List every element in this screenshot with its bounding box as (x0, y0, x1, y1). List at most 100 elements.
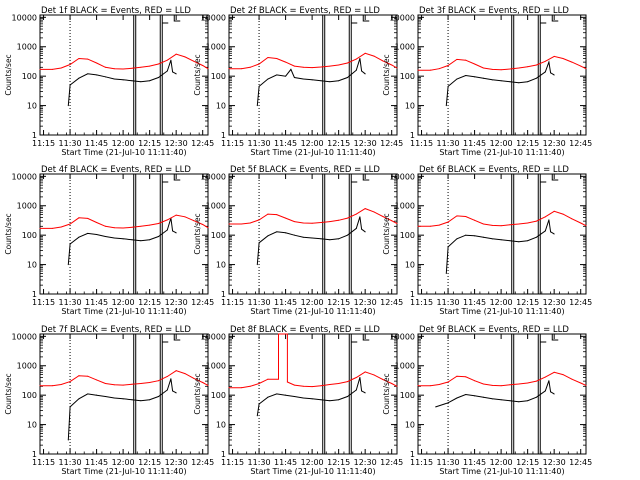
x-tick-label: 12:00 (112, 298, 135, 307)
data-point (140, 400, 142, 402)
x-tick-label: 11:30 (248, 298, 271, 307)
data-point (382, 60, 384, 62)
y-tick-label: 10000 (390, 332, 415, 341)
x-tick-label: 12:30 (543, 458, 566, 467)
detector-panel-6: Det 6f BLACK = Events, RED = LLD 1 10 100 10… (382, 165, 592, 316)
data-point (527, 222, 529, 224)
data-point (166, 389, 168, 391)
panel-title: Det 6f BLACK = Events, RED = LLD (419, 165, 569, 175)
x-axis-label: Start Time (21-Jul-10 11:11:40) (61, 307, 186, 316)
y-tick-label: 1 (221, 131, 226, 140)
y-tick-label: 1 (410, 450, 415, 459)
data-point (550, 231, 552, 233)
y-axis: 1 10 100 1000 10000 (201, 13, 397, 140)
data-point (140, 66, 142, 68)
data-point (329, 221, 331, 223)
data-point (553, 210, 555, 212)
data-point (122, 68, 124, 70)
data-point (157, 222, 159, 224)
data-point (311, 398, 313, 400)
series-line-events (256, 216, 366, 265)
x-tick-label: 11:15 (410, 458, 433, 467)
y-tick-label: 10000 (12, 332, 37, 341)
y-tick-label: 10 (216, 261, 226, 270)
data-point (122, 238, 124, 240)
data-point (491, 224, 493, 226)
data-point (320, 66, 322, 68)
y-axis: 1 10 100 1000 10000 (12, 13, 208, 140)
data-point (346, 381, 348, 383)
data-point (338, 238, 340, 240)
data-point (338, 382, 340, 384)
data-point (346, 396, 348, 398)
y-tick-label: 10 (27, 102, 37, 111)
y-tick-label: 100 (211, 391, 226, 400)
data-point (355, 69, 357, 71)
data-point (166, 229, 168, 231)
data-point (447, 402, 449, 404)
data-point (361, 70, 363, 72)
x-tick-label: 12:30 (354, 139, 377, 148)
data-point (527, 81, 529, 83)
data-point (285, 232, 287, 234)
x-tick-label: 12:30 (165, 458, 188, 467)
data-point (249, 385, 251, 387)
data-point (149, 399, 151, 401)
data-point (302, 66, 304, 68)
data-point (293, 221, 295, 223)
data-point (361, 390, 363, 392)
panel-title: Det 3f BLACK = Events, RED = LLD (419, 6, 569, 16)
data-point (69, 406, 71, 408)
x-axis: 11:15 11:30 11:45 12:00 12:15 12:30 12:45 (221, 15, 403, 148)
x-tick-label: 11:45 (463, 298, 486, 307)
x-tick-label: 12:00 (112, 458, 135, 467)
plot-frame (39, 173, 209, 295)
data-point (364, 73, 366, 75)
data-point (465, 376, 467, 378)
x-tick-label: 12:00 (301, 458, 324, 467)
x-tick-label: 12:30 (165, 298, 188, 307)
x-tick-label: 12:15 (327, 139, 350, 148)
data-point (166, 219, 168, 221)
series-line-lld (229, 333, 398, 389)
data-point (131, 67, 133, 69)
data-point (456, 215, 458, 217)
data-point (518, 241, 520, 243)
x-tick-label: 12:30 (354, 298, 377, 307)
data-point (329, 400, 331, 402)
y-axis-label: Counts/sec (193, 213, 202, 254)
series-line-lld (229, 208, 398, 225)
data-point (329, 384, 331, 386)
y-axis-label: Counts/sec (4, 213, 13, 254)
y-tick-label: 1000 (206, 362, 226, 371)
data-point (474, 395, 476, 397)
x-tick-label: 11:15 (221, 139, 244, 148)
data-point (140, 225, 142, 227)
data-point (544, 390, 546, 392)
data-point (290, 68, 292, 70)
data-point (456, 397, 458, 399)
x-tick-label: 12:15 (138, 139, 161, 148)
data-point (140, 382, 142, 384)
detector-panel-2: Det 2f BLACK = Events, RED = LLD 1 10 100 10… (193, 6, 403, 157)
data-point (320, 221, 322, 223)
data-point (207, 68, 209, 70)
plot-frame (228, 173, 398, 295)
data-point (184, 216, 186, 218)
data-point (500, 225, 502, 227)
y-axis: 1 10 100 1000 10000 (201, 172, 397, 299)
data-point (293, 384, 295, 386)
x-tick-label: 12:30 (543, 139, 566, 148)
data-point (527, 382, 529, 384)
data-point (193, 377, 195, 379)
y-axis-label: Counts/sec (4, 373, 13, 414)
x-tick-label: 11:45 (463, 139, 486, 148)
data-point (258, 242, 260, 244)
x-axis-label: Start Time (21-Jul-10 11:11:40) (439, 307, 564, 316)
data-point (535, 380, 537, 382)
y-tick-label: 1000 (395, 202, 415, 211)
x-tick-label: 11:15 (221, 458, 244, 467)
x-tick-label: 11:45 (274, 298, 297, 307)
data-point (585, 225, 587, 227)
data-point (175, 392, 177, 394)
